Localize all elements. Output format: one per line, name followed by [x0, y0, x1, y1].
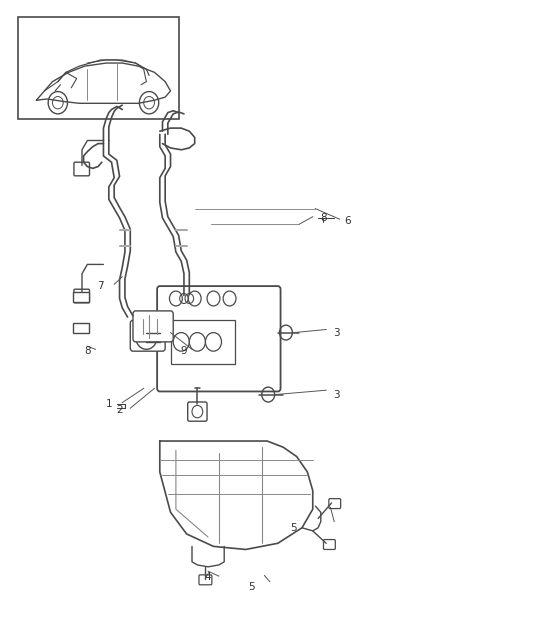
Text: 6: 6: [344, 216, 351, 226]
Bar: [73, 323, 89, 333]
FancyBboxPatch shape: [133, 311, 173, 342]
FancyBboxPatch shape: [329, 499, 341, 509]
FancyBboxPatch shape: [199, 575, 212, 585]
Text: 3: 3: [334, 389, 340, 399]
Bar: [171, 320, 235, 364]
Text: 8: 8: [84, 346, 90, 356]
FancyBboxPatch shape: [324, 539, 335, 550]
FancyBboxPatch shape: [130, 320, 165, 351]
Text: 5: 5: [290, 522, 297, 533]
Text: 1: 1: [106, 399, 112, 409]
FancyBboxPatch shape: [157, 286, 281, 391]
FancyBboxPatch shape: [74, 290, 89, 303]
FancyBboxPatch shape: [187, 402, 207, 421]
Text: 4: 4: [205, 572, 211, 582]
Bar: [73, 291, 89, 301]
Text: 8: 8: [320, 213, 327, 223]
Text: 2: 2: [116, 405, 123, 415]
Text: 9: 9: [180, 346, 187, 356]
Text: 7: 7: [98, 281, 104, 291]
FancyBboxPatch shape: [74, 162, 89, 176]
Bar: [17, 16, 179, 119]
Text: 3: 3: [334, 328, 340, 338]
Text: 5: 5: [248, 582, 255, 592]
